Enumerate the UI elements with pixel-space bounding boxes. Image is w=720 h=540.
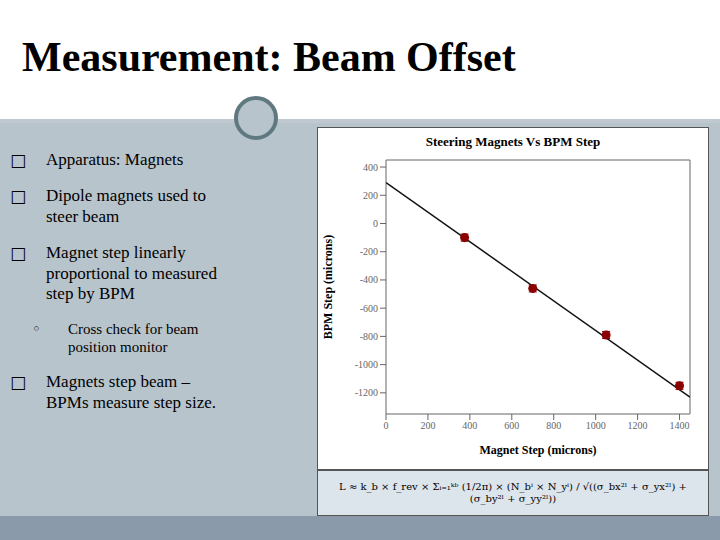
svg-text:1000: 1000 bbox=[586, 420, 606, 431]
svg-text:-600: -600 bbox=[360, 303, 378, 314]
svg-text:-200: -200 bbox=[360, 246, 378, 257]
svg-text:600: 600 bbox=[504, 420, 519, 431]
svg-text:BPM Step (microns): BPM Step (microns) bbox=[321, 235, 335, 339]
html-text:Magnet step linearly proportio: Magnet step linearly proportional to mea… bbox=[46, 243, 217, 303]
html-text:Cross check for beam position: Cross check for beam position monitor bbox=[68, 321, 199, 356]
html-text:Measurement: Beam Offset: Measurement: Beam Offset bbox=[22, 33, 516, 80]
html-text:Steering Magnets Vs BPM Step: Steering Magnets Vs BPM Step bbox=[425, 134, 601, 149]
svg-text:0: 0 bbox=[384, 420, 389, 431]
svg-text:200: 200 bbox=[420, 420, 435, 431]
svg-text:1200: 1200 bbox=[628, 420, 648, 431]
svg-text:-1000: -1000 bbox=[355, 359, 378, 370]
svg-text:-800: -800 bbox=[360, 331, 378, 342]
svg-text:400: 400 bbox=[363, 162, 378, 173]
svg-text:-400: -400 bbox=[360, 274, 378, 285]
svg-text:200: 200 bbox=[363, 190, 378, 201]
html-text:Apparatus: Magnets: Apparatus: Magnets bbox=[46, 150, 184, 169]
svg-text:0: 0 bbox=[373, 218, 378, 229]
html-text:Dipole magnets used to steer b: Dipole magnets used to steer beam bbox=[46, 186, 207, 226]
svg-text:Magnet Step (microns): Magnet Step (microns) bbox=[479, 443, 596, 457]
svg-text:1400: 1400 bbox=[670, 420, 690, 431]
svg-text:400: 400 bbox=[462, 420, 477, 431]
svg-text:800: 800 bbox=[546, 420, 561, 431]
svg-text:-1200: -1200 bbox=[355, 387, 378, 398]
html-text:L ≈ k_b × f_rev × Σᵢ₌₁ᵏᵇ (1/2π: L ≈ k_b × f_rev × Σᵢ₌₁ᵏᵇ (1/2π) × (N_bⁱ … bbox=[339, 480, 687, 504]
html-text:Magnets step beam – BPMs measu: Magnets step beam – BPMs measure step si… bbox=[46, 372, 216, 412]
